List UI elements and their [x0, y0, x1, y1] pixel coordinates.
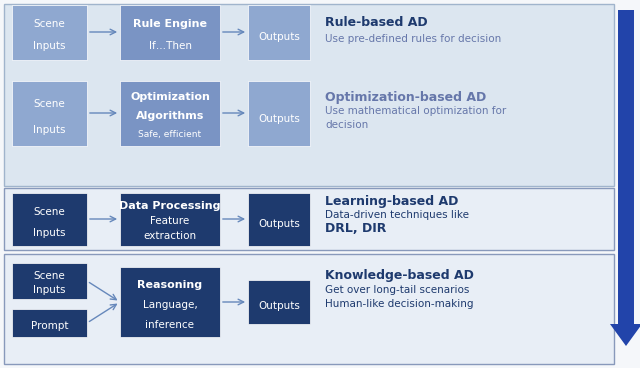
Text: Inputs: Inputs: [33, 41, 66, 51]
Text: Get over long-tail scenarios: Get over long-tail scenarios: [325, 285, 469, 295]
Text: Rule Engine: Rule Engine: [133, 19, 207, 29]
Text: Knowledge-based AD: Knowledge-based AD: [325, 269, 474, 283]
Text: Data-driven techniques like: Data-driven techniques like: [325, 210, 469, 220]
Bar: [120, 267, 220, 337]
Text: Safe, efficient: Safe, efficient: [138, 130, 202, 139]
Text: Outputs: Outputs: [258, 32, 300, 42]
Text: Use mathematical optimization for: Use mathematical optimization for: [325, 106, 506, 116]
Bar: [4, 188, 614, 250]
Text: Scene: Scene: [34, 271, 65, 281]
Bar: [4, 254, 614, 364]
Bar: [248, 280, 310, 324]
Text: Outputs: Outputs: [258, 114, 300, 124]
Text: If…Then: If…Then: [148, 41, 191, 51]
Text: Rule-based AD: Rule-based AD: [325, 15, 428, 28]
Text: Feature: Feature: [150, 216, 189, 226]
Text: Human-like decision-making: Human-like decision-making: [325, 299, 474, 309]
Bar: [12, 309, 87, 337]
Bar: [120, 192, 220, 245]
Bar: [12, 263, 87, 299]
Bar: [4, 4, 614, 186]
Text: Scene: Scene: [34, 206, 65, 217]
Bar: [248, 192, 310, 245]
Bar: [12, 192, 87, 245]
Text: Learning-based AD: Learning-based AD: [325, 195, 458, 208]
Text: Inputs: Inputs: [33, 228, 66, 238]
Text: Prompt: Prompt: [31, 321, 68, 331]
Text: Optimization: Optimization: [130, 92, 210, 102]
Bar: [12, 4, 87, 60]
Text: Use pre-defined rules for decision: Use pre-defined rules for decision: [325, 34, 501, 44]
Text: Scene: Scene: [34, 19, 65, 29]
Text: extraction: extraction: [143, 231, 196, 241]
Bar: [248, 4, 310, 60]
Text: inference: inference: [145, 320, 195, 330]
Bar: [120, 81, 220, 145]
Bar: [12, 81, 87, 145]
Bar: [248, 81, 310, 145]
Text: Optimization-based AD: Optimization-based AD: [325, 91, 486, 103]
Text: Algorithms: Algorithms: [136, 111, 204, 121]
Text: Language,: Language,: [143, 300, 197, 310]
Text: Outputs: Outputs: [258, 219, 300, 229]
Text: Scene: Scene: [34, 99, 65, 109]
Text: Outputs: Outputs: [258, 301, 300, 311]
FancyArrow shape: [610, 10, 640, 346]
Text: decision: decision: [325, 120, 368, 130]
Text: Inputs: Inputs: [33, 285, 66, 296]
Bar: [120, 4, 220, 60]
Text: Data Processing: Data Processing: [119, 201, 221, 211]
Text: Reasoning: Reasoning: [138, 280, 203, 290]
Text: Inputs: Inputs: [33, 125, 66, 135]
Text: DRL, DIR: DRL, DIR: [325, 223, 387, 236]
